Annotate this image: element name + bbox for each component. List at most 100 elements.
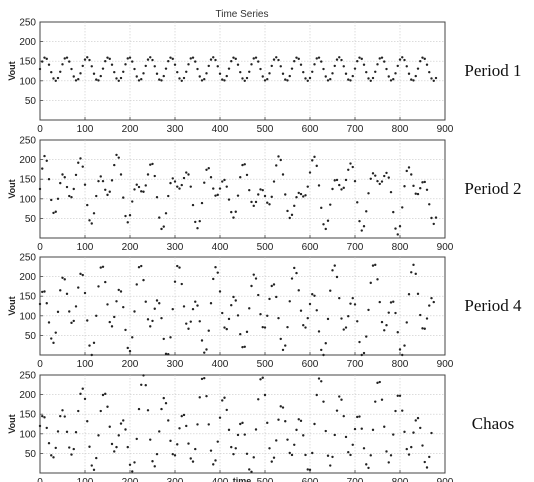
data-point	[401, 353, 404, 357]
data-point	[347, 451, 350, 454]
data-point	[378, 57, 381, 60]
data-point	[158, 430, 161, 433]
x-tick-label: 200	[122, 124, 139, 135]
data-point	[180, 414, 183, 418]
data-point	[423, 460, 426, 464]
data-point	[146, 58, 150, 61]
data-point	[410, 271, 413, 274]
data-point	[191, 460, 195, 463]
data-point	[248, 468, 251, 471]
data-point	[290, 67, 294, 70]
x-tick-label: 200	[122, 359, 139, 370]
data-point	[173, 280, 177, 283]
data-point	[43, 290, 46, 293]
data-point	[378, 380, 381, 384]
data-point	[272, 283, 276, 286]
data-point	[99, 266, 102, 269]
data-point	[144, 64, 147, 68]
data-point	[248, 307, 251, 310]
data-point	[371, 172, 375, 175]
data-point	[137, 265, 141, 269]
plot-area	[39, 21, 446, 121]
data-point	[412, 431, 415, 434]
data-point	[385, 67, 388, 71]
data-point	[185, 70, 188, 73]
data-point	[394, 311, 397, 315]
data-point	[56, 310, 60, 314]
data-point	[122, 70, 125, 73]
data-point	[254, 428, 258, 431]
data-point	[119, 76, 123, 80]
data-point	[401, 56, 404, 59]
data-point	[266, 314, 269, 317]
data-point	[133, 67, 136, 71]
data-point	[347, 314, 350, 318]
data-point	[187, 327, 190, 330]
data-point	[95, 314, 98, 317]
data-point	[353, 67, 357, 70]
data-point	[362, 447, 366, 450]
data-point	[88, 445, 91, 448]
data-point	[414, 74, 417, 78]
data-point	[81, 64, 84, 68]
data-point	[322, 223, 325, 226]
data-point	[297, 289, 300, 292]
data-point	[68, 446, 71, 449]
data-point	[423, 327, 426, 330]
data-point	[353, 179, 357, 183]
data-point	[295, 271, 298, 275]
data-point	[77, 409, 80, 413]
data-point	[297, 191, 300, 195]
data-point	[203, 181, 206, 184]
data-point	[110, 325, 114, 328]
data-point	[421, 181, 424, 184]
data-point	[122, 419, 125, 422]
data-point	[230, 445, 233, 449]
data-point	[335, 409, 339, 412]
data-point	[110, 442, 114, 446]
data-point	[428, 455, 431, 459]
data-point	[227, 317, 231, 321]
data-point	[178, 427, 181, 430]
data-point	[252, 273, 255, 276]
data-point	[225, 327, 228, 331]
data-point	[333, 264, 336, 267]
data-point	[288, 74, 291, 78]
data-point	[360, 427, 363, 430]
y-tick-label: 100	[19, 311, 36, 322]
data-point	[333, 179, 336, 182]
data-point	[275, 295, 278, 299]
data-point	[329, 289, 332, 292]
data-point	[342, 414, 345, 418]
data-point	[216, 440, 219, 443]
data-point	[185, 322, 188, 325]
data-point	[171, 307, 174, 311]
data-point	[342, 65, 345, 68]
x-tick-label: 900	[437, 124, 454, 135]
data-point	[419, 426, 422, 430]
data-point	[380, 320, 384, 324]
data-point	[347, 168, 350, 171]
data-point	[41, 414, 44, 418]
data-point	[403, 185, 406, 188]
x-tick-label: 300	[167, 124, 184, 135]
panel-label: Chaos	[472, 414, 515, 433]
data-point	[232, 56, 235, 59]
data-point	[344, 72, 348, 75]
data-point	[41, 60, 44, 63]
data-point	[173, 63, 177, 66]
data-point	[324, 75, 327, 78]
data-point	[367, 308, 370, 312]
data-point	[198, 219, 201, 223]
data-point	[248, 70, 251, 73]
data-point	[360, 57, 363, 61]
data-point	[196, 423, 199, 426]
data-point	[223, 326, 226, 329]
data-point	[140, 78, 143, 81]
data-point	[333, 64, 336, 68]
data-point	[241, 77, 244, 80]
data-point	[81, 273, 84, 277]
data-point	[299, 63, 303, 66]
data-point	[407, 166, 411, 169]
data-point	[47, 178, 51, 181]
